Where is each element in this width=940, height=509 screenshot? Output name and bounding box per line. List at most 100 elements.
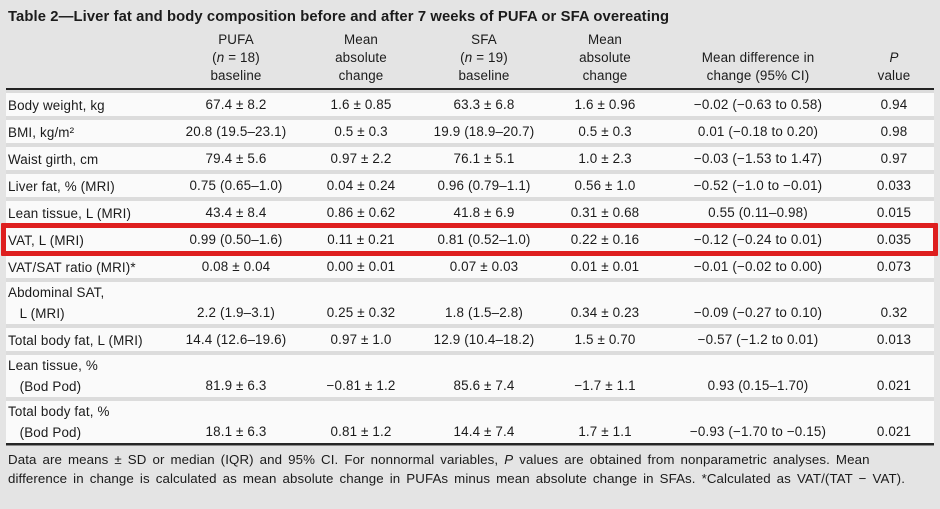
row-label: Total body fat, % (Bod Pod) — [6, 401, 170, 443]
table-row: Liver fat, % (MRI) 0.75 (0.65–1.0) 0.04 … — [6, 174, 934, 201]
header-line: Mean — [343, 32, 379, 47]
n-italic: n — [216, 50, 225, 65]
paren-open: ( — [460, 50, 465, 65]
cell: 0.97 ± 1.0 — [302, 328, 420, 355]
header-row: PUFA (n = 18) baseline Mean absolute cha… — [6, 31, 934, 90]
cell: 0.5 ± 0.3 — [302, 120, 420, 147]
cell: 0.55 (0.11–0.98) — [662, 201, 854, 228]
column-header-mean-change-pufa: Mean absolute change — [302, 31, 420, 90]
header-line: value — [877, 68, 911, 83]
cell: 63.3 ± 6.8 — [420, 90, 548, 120]
cell: 0.5 ± 0.3 — [548, 120, 662, 147]
cell: −0.09 (−0.27 to 0.10) — [662, 282, 854, 328]
n-count: = 18) — [224, 50, 260, 65]
cell: 19.9 (18.9–20.7) — [420, 120, 548, 147]
cell: 1.6 ± 0.85 — [302, 90, 420, 120]
row-label: Body weight, kg — [6, 90, 170, 120]
table-row: Lean tissue, % (Bod Pod) 81.9 ± 6.3 −0.8… — [6, 355, 934, 401]
footnote-text: values are obtained from nonparametric a… — [513, 452, 830, 467]
table-title: Table 2—Liver fat and body composition b… — [8, 9, 670, 25]
table-bottom-rule — [6, 443, 934, 446]
cell: −0.03 (−1.53 to 1.47) — [662, 147, 854, 174]
cell: 1.5 ± 0.70 — [548, 328, 662, 355]
cell: 0.97 ± 2.2 — [302, 147, 420, 174]
cell: 0.81 (0.52–1.0) — [420, 228, 548, 255]
header-line: PUFA — [218, 32, 254, 47]
cell: 0.033 — [854, 174, 934, 201]
cell: 20.8 (19.5–23.1) — [170, 120, 302, 147]
cell: 0.94 — [854, 90, 934, 120]
table-row: BMI, kg/m² 20.8 (19.5–23.1) 0.5 ± 0.3 19… — [6, 120, 934, 147]
cell: −0.52 (−1.0 to −0.01) — [662, 174, 854, 201]
cell: 79.4 ± 5.6 — [170, 147, 302, 174]
row-label: Lean tissue, % (Bod Pod) — [6, 355, 170, 401]
cell: 0.25 ± 0.32 — [302, 282, 420, 328]
cell: 1.6 ± 0.96 — [548, 90, 662, 120]
cell: 43.4 ± 8.4 — [170, 201, 302, 228]
cell: 0.013 — [854, 328, 934, 355]
table-row: Waist girth, cm 79.4 ± 5.6 0.97 ± 2.2 76… — [6, 147, 934, 174]
header-line: change — [338, 68, 384, 83]
cell: 0.021 — [854, 355, 934, 401]
data-table: PUFA (n = 18) baseline Mean absolute cha… — [6, 31, 934, 443]
footnote-text: Data are means ± SD or median (IQR) and … — [8, 452, 505, 467]
cell: 0.01 (−0.18 to 0.20) — [662, 120, 854, 147]
cell: 0.81 ± 1.2 — [302, 401, 420, 443]
row-label: Lean tissue, L (MRI) — [6, 201, 170, 228]
header-line: absolute — [335, 50, 387, 65]
table-row: Total body fat, % (Bod Pod) 18.1 ± 6.3 0… — [6, 401, 934, 443]
cell: −0.93 (−1.70 to −0.15) — [662, 401, 854, 443]
cell: 14.4 ± 7.4 — [420, 401, 548, 443]
cell: −0.12 (−0.24 to 0.01) — [662, 228, 854, 255]
cell: 0.31 ± 0.68 — [548, 201, 662, 228]
row-label: VAT, L (MRI) — [6, 228, 170, 255]
table-footnote: Data are means ± SD or median (IQR) and … — [8, 450, 932, 488]
table-row: Total body fat, L (MRI) 14.4 (12.6–19.6)… — [6, 328, 934, 355]
column-header-pufa-baseline: PUFA (n = 18) baseline — [170, 31, 302, 90]
row-label: BMI, kg/m² — [6, 120, 170, 147]
header-line: baseline — [210, 68, 262, 83]
cell: 0.34 ± 0.23 — [548, 282, 662, 328]
cell: 0.021 — [854, 401, 934, 443]
column-header-empty — [6, 31, 170, 90]
p-italic: P — [504, 452, 514, 467]
row-label: Waist girth, cm — [6, 147, 170, 174]
cell: −0.57 (−1.2 to 0.01) — [662, 328, 854, 355]
paren-open: ( — [212, 50, 217, 65]
cell: 14.4 (12.6–19.6) — [170, 328, 302, 355]
cell: 0.07 ± 0.03 — [420, 255, 548, 282]
cell: 0.08 ± 0.04 — [170, 255, 302, 282]
cell: 0.75 (0.65–1.0) — [170, 174, 302, 201]
cell: 0.86 ± 0.62 — [302, 201, 420, 228]
footnote-text: VAT/(TAT − VAT). — [796, 471, 906, 486]
column-header-mean-change-sfa: Mean absolute change — [548, 31, 662, 90]
cell: 1.0 ± 2.3 — [548, 147, 662, 174]
n-count: = 19) — [472, 50, 508, 65]
cell: 81.9 ± 6.3 — [170, 355, 302, 401]
cell: −0.02 (−0.63 to 0.58) — [662, 90, 854, 120]
header-line: (n = 18) — [212, 50, 260, 65]
cell: −0.01 (−0.02 to 0.00) — [662, 255, 854, 282]
header-line: change (95% CI) — [706, 68, 810, 83]
header-line: Mean — [587, 32, 623, 47]
p-italic: P — [889, 50, 899, 65]
cell: 0.98 — [854, 120, 934, 147]
cell: 2.2 (1.9–3.1) — [170, 282, 302, 328]
cell: 85.6 ± 7.4 — [420, 355, 548, 401]
cell: 0.01 ± 0.01 — [548, 255, 662, 282]
cell: 0.97 — [854, 147, 934, 174]
row-label: Total body fat, L (MRI) — [6, 328, 170, 355]
cell: 0.073 — [854, 255, 934, 282]
cell: 67.4 ± 8.2 — [170, 90, 302, 120]
cell: 0.035 — [854, 228, 934, 255]
cell: 0.22 ± 0.16 — [548, 228, 662, 255]
table-row-highlighted: VAT, L (MRI) 0.99 (0.50–1.6) 0.11 ± 0.21… — [6, 228, 934, 255]
cell: 0.32 — [854, 282, 934, 328]
row-label: VAT/SAT ratio (MRI)* — [6, 255, 170, 282]
table-row: Lean tissue, L (MRI) 43.4 ± 8.4 0.86 ± 0… — [6, 201, 934, 228]
cell: 0.04 ± 0.24 — [302, 174, 420, 201]
row-label: Abdominal SAT, L (MRI) — [6, 282, 170, 328]
cell: 1.8 (1.5–2.8) — [420, 282, 548, 328]
n-italic: n — [464, 50, 473, 65]
